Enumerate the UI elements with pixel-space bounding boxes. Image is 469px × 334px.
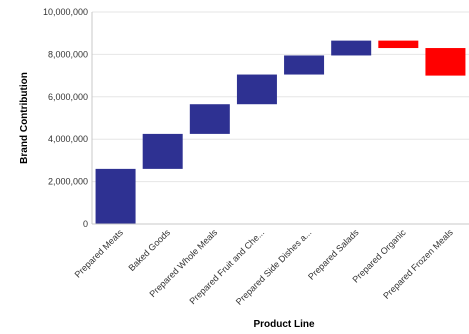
waterfall-bar bbox=[142, 133, 183, 169]
waterfall-bar bbox=[425, 48, 466, 76]
y-tick-label: 8,000,000 bbox=[48, 49, 88, 59]
waterfall-bar bbox=[95, 168, 136, 224]
y-tick-label: 2,000,000 bbox=[48, 177, 88, 187]
y-axis-title: Brand Contribution bbox=[19, 72, 30, 164]
x-tick-label: Prepared Salads bbox=[306, 227, 361, 282]
x-tick-label: Baked Goods bbox=[126, 227, 172, 273]
y-tick-label: 6,000,000 bbox=[48, 92, 88, 102]
axes bbox=[91, 12, 469, 225]
bars bbox=[95, 40, 466, 224]
waterfall-bar bbox=[189, 104, 230, 134]
waterfall-bar bbox=[284, 55, 325, 75]
x-tick-label: Prepared Meats bbox=[73, 227, 126, 280]
y-tick-label: 4,000,000 bbox=[48, 134, 88, 144]
waterfall-bar bbox=[378, 40, 419, 49]
x-tick-label: Prepared Side Dishes a... bbox=[234, 227, 314, 307]
x-axis-title: Product Line bbox=[253, 319, 315, 330]
y-tick-label: 10,000,000 bbox=[43, 7, 88, 17]
waterfall-bar bbox=[331, 40, 372, 56]
y-tick-label: 0 bbox=[83, 219, 88, 229]
waterfall-bar bbox=[236, 74, 277, 105]
y-tick-labels: 0 2,000,000 4,000,000 6,000,000 8,000,000 10,… bbox=[43, 7, 88, 229]
